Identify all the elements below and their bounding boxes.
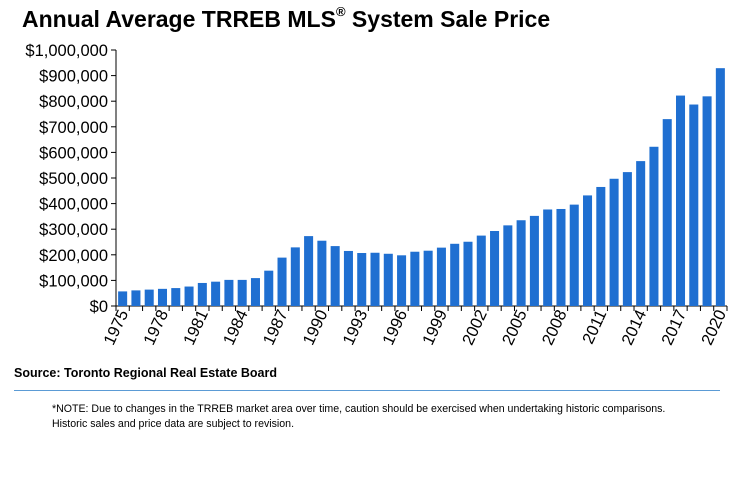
bar-1989	[304, 236, 314, 306]
bar-2006	[529, 215, 539, 306]
source-citation: Source: Toronto Regional Real Estate Boa…	[14, 366, 278, 380]
bar-1976	[131, 290, 141, 306]
x-tick-label: 2014	[618, 307, 650, 348]
bar-2013	[622, 172, 632, 306]
bar-1975	[118, 291, 128, 306]
y-tick-label: $600,000	[39, 144, 108, 162]
footnote-line-1: *NOTE: Due to changes in the TRREB marke…	[52, 403, 666, 415]
bar-1990	[317, 240, 327, 306]
y-tick-label: $1,000,000	[25, 42, 108, 60]
x-tick-label: 1981	[180, 307, 212, 348]
footnote-line-2: Historic sales and price data are subjec…	[52, 418, 295, 430]
bar-2004	[503, 225, 513, 306]
y-tick-label: $500,000	[39, 170, 108, 188]
bar-1980	[184, 286, 194, 306]
x-tick-label: 2005	[499, 307, 531, 348]
x-tick-label: 2002	[459, 307, 491, 348]
bar-1983	[224, 279, 234, 306]
bars	[118, 68, 725, 307]
bar-2015	[649, 146, 659, 306]
bar-2017	[675, 95, 686, 307]
chart-title: Annual Average TRREB MLS® System Sale Pr…	[22, 4, 551, 33]
y-tick-label: $800,000	[39, 93, 108, 111]
y-tick-label: $100,000	[39, 272, 108, 290]
bar-1997	[410, 251, 420, 306]
x-tick-label: 1990	[300, 307, 332, 348]
bar-1998	[423, 250, 433, 306]
chart-title-main: Annual Average TRREB MLS	[22, 6, 336, 32]
bar-1991	[330, 246, 340, 306]
bar-1985	[250, 278, 260, 306]
x-tick-label: 2008	[539, 307, 571, 348]
bar-1981	[197, 282, 207, 306]
x-tick-label: 2017	[658, 307, 690, 348]
y-tick-label: $200,000	[39, 247, 108, 265]
bar-2020	[715, 68, 725, 307]
y-tick-label: $400,000	[39, 196, 108, 214]
bar-1977	[144, 289, 154, 306]
bar-1978	[157, 288, 168, 306]
bar-1992	[343, 250, 353, 306]
x-tick-label: 1999	[419, 307, 451, 348]
bar-2007	[543, 209, 553, 306]
bar-1988	[290, 247, 300, 306]
y-axis: $0 $100,000 $200,000 $300,000 $400,000 $500,0…	[25, 42, 117, 316]
y-tick-label: $700,000	[39, 119, 108, 137]
bar-1987	[277, 257, 287, 306]
x-tick-label: 1993	[340, 307, 372, 348]
bar-2000	[450, 243, 460, 306]
bar-2019	[702, 96, 712, 306]
bar-1995	[383, 253, 393, 306]
bar-1993	[357, 253, 367, 306]
x-tick-label: 1978	[140, 307, 172, 348]
bar-2008	[556, 208, 566, 306]
footer-divider	[14, 390, 720, 391]
registered-mark: ®	[335, 4, 346, 20]
bar-2010	[583, 195, 593, 306]
x-tick-label: 1996	[379, 307, 411, 348]
bar-1996	[397, 255, 407, 306]
bar-2012	[609, 178, 619, 306]
bar-2016	[662, 119, 672, 307]
y-tick-label: $900,000	[39, 68, 108, 86]
bar-2002	[476, 235, 486, 306]
bar-2014	[636, 161, 646, 306]
x-tick-label: 2011	[579, 307, 610, 347]
x-tick-label: 2020	[698, 307, 730, 348]
bar-1986	[264, 270, 274, 306]
bar-1979	[171, 288, 181, 306]
bar-1984	[237, 279, 247, 306]
chart-title-suffix: System Sale Price	[345, 6, 551, 32]
footnote: *NOTE: Due to changes in the TRREB marke…	[52, 402, 742, 432]
bar-2001	[463, 241, 473, 306]
bar-1994	[370, 252, 380, 306]
bar-2003	[490, 230, 500, 306]
bar-1999	[436, 247, 446, 306]
bar-1982	[211, 281, 221, 306]
bar-2011	[596, 186, 606, 306]
bar-2018	[689, 104, 699, 306]
y-tick-label: $300,000	[39, 221, 108, 239]
x-axis: 1975 1978 1981 1984 1987 1990 1993 1996 1999 2002…	[100, 305, 730, 348]
bar-chart: $0 $100,000 $200,000 $300,000 $400,000 $500,0…	[25, 42, 730, 348]
bar-2005	[516, 220, 526, 306]
bar-2009	[569, 204, 579, 306]
y-tick-label: $0	[90, 298, 108, 316]
x-tick-label: 1984	[220, 307, 252, 348]
x-tick-label: 1987	[260, 307, 292, 348]
